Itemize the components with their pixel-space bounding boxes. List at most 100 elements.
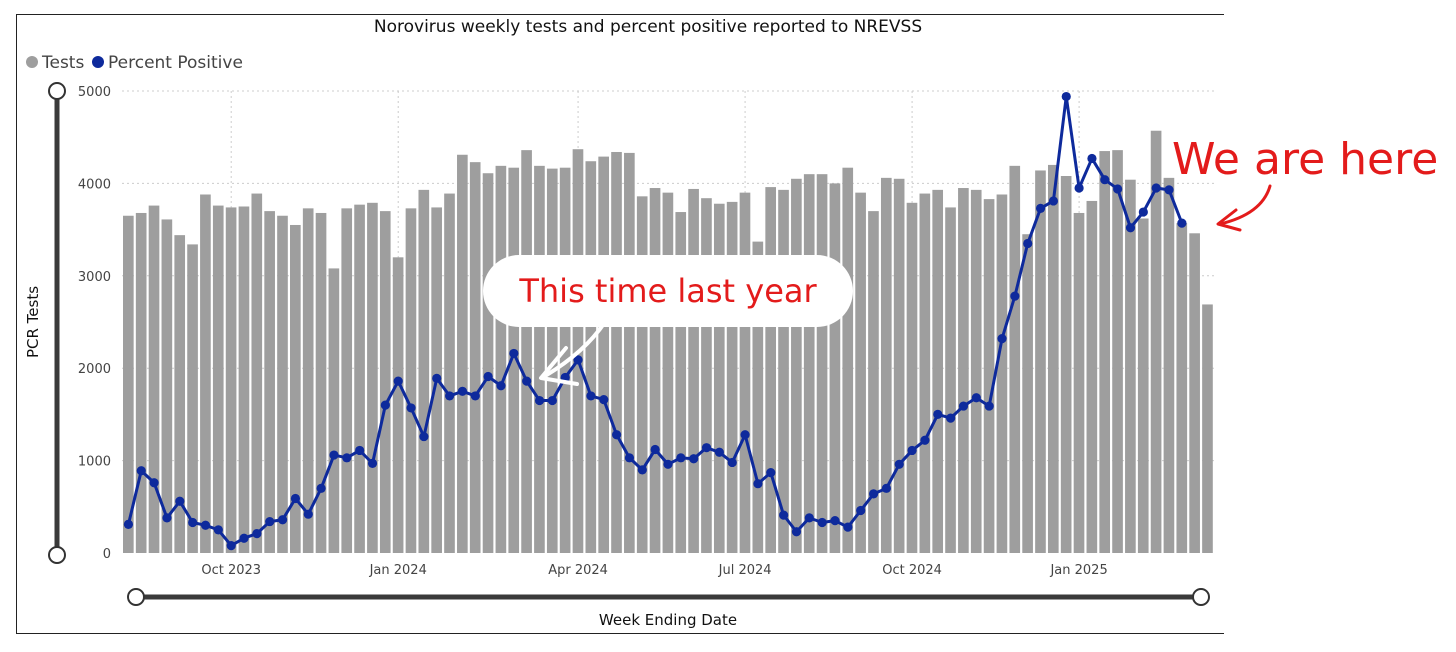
legend-percent-positive-label: Percent Positive: [108, 53, 243, 73]
percent-positive-point: [1151, 183, 1161, 193]
annotation-red-arrow: [1218, 184, 1272, 226]
percent-positive-point: [817, 517, 827, 528]
percent-positive-point: [766, 468, 776, 478]
tests-bar: [829, 183, 841, 553]
tests-bar: [1060, 176, 1072, 553]
percent-positive-point: [162, 513, 172, 523]
tests-bar: [855, 192, 866, 553]
annotation-we-are-here: We are here: [1172, 134, 1438, 232]
tests-bar: [315, 212, 327, 553]
tests-bar: [238, 206, 250, 553]
percent-positive-point: [213, 525, 223, 535]
y-tick-label: 1000: [78, 455, 111, 470]
percent-positive-point: [445, 391, 455, 401]
tests-bar: [1150, 130, 1162, 553]
horizontal-slider-right-handle[interactable]: [1192, 588, 1210, 606]
x-tick-label: Jan 2024: [369, 563, 427, 578]
percent-positive-point: [1177, 218, 1187, 228]
percent-positive-point: [509, 348, 519, 359]
percent-positive-point: [303, 509, 313, 519]
legend-tests-marker: [26, 56, 38, 68]
vertical-range-slider[interactable]: [48, 82, 66, 564]
percent-positive-point: [727, 457, 737, 468]
percent-positive-point: [1061, 91, 1071, 102]
tests-bar: [906, 202, 918, 553]
tests-bar: [893, 178, 905, 553]
percent-positive-point: [432, 373, 442, 383]
percent-positive-point: [740, 430, 750, 440]
y-tick-label: 2000: [78, 362, 111, 377]
tests-bar: [546, 168, 558, 553]
percent-positive-point: [946, 413, 956, 423]
percent-positive-point: [676, 453, 686, 463]
percent-positive-point: [599, 395, 609, 405]
tests-bar: [970, 189, 982, 554]
tests-bar: [1022, 234, 1033, 553]
percent-positive-point: [971, 393, 981, 403]
tests-bar: [341, 208, 353, 553]
horizontal-slider-left-handle[interactable]: [127, 588, 145, 606]
percent-positive-point: [406, 403, 416, 413]
tests-bar: [328, 268, 340, 553]
percent-positive-point: [252, 528, 262, 539]
tests-bar: [1137, 218, 1149, 553]
tests-bar: [200, 194, 211, 553]
percent-positive-point: [894, 459, 904, 469]
tests-bar: [778, 189, 789, 554]
legend: Tests Percent Positive: [26, 53, 243, 73]
annotation-red-arrowhead: [1216, 208, 1242, 232]
tests-bar: [251, 193, 263, 553]
tests-bar: [405, 208, 417, 553]
tests-bar: [649, 188, 661, 553]
vertical-slider-bottom-handle[interactable]: [48, 546, 66, 564]
percent-positive-point: [1035, 203, 1046, 213]
percent-positive-point: [239, 533, 249, 543]
tests-bar: [264, 211, 275, 553]
tests-bar: [534, 165, 545, 553]
tests-bar: [225, 207, 237, 553]
y-tick-labels: 0 1000 2000 3000 4000 5000: [78, 85, 111, 562]
tests-bar: [791, 178, 802, 553]
tests-bar: [983, 199, 995, 553]
percent-positive-point: [997, 334, 1007, 344]
percent-positive-point: [149, 478, 159, 488]
tests-bar: [367, 202, 378, 553]
tests-bar: [765, 187, 776, 553]
tests-bar: [1009, 165, 1021, 553]
tests-bar: [482, 173, 494, 553]
tests-bar: [880, 177, 892, 553]
vertical-slider-top-handle[interactable]: [48, 82, 66, 100]
chart-frame: [16, 14, 1224, 634]
percent-positive-point: [791, 527, 802, 537]
tests-bar: [521, 150, 532, 554]
percent-positive-point: [1048, 196, 1059, 206]
percent-positive-point: [355, 445, 365, 456]
tests-bar: [1125, 179, 1136, 554]
horizontal-range-slider[interactable]: [127, 588, 1210, 606]
percent-positive-point: [470, 391, 480, 401]
percent-positive-point: [573, 355, 583, 365]
percent-positive-point: [457, 386, 468, 396]
percent-positive-point: [984, 401, 994, 411]
tests-bar: [135, 212, 147, 553]
percent-positive-point: [1100, 175, 1110, 185]
tests-bar: [1086, 200, 1098, 553]
annotation-callout-box: [483, 255, 853, 327]
tests-bar: [379, 211, 391, 553]
percent-positive-point: [1010, 291, 1020, 301]
percent-positive-point: [496, 381, 506, 391]
percent-positive-point: [1125, 223, 1136, 233]
percent-positive-point: [534, 395, 545, 406]
percent-positive-point: [701, 443, 712, 453]
tests-bar: [277, 215, 288, 554]
tests-bar: [688, 188, 699, 553]
tests-bar: [624, 152, 635, 553]
percent-positive-point: [637, 465, 647, 475]
tests-bar: [726, 201, 738, 553]
tests-bar: [212, 205, 224, 554]
tests-bar: [752, 241, 764, 553]
y-axis-title: PCR Tests: [24, 286, 42, 358]
y-tick-label: 4000: [78, 177, 111, 192]
legend-percent-positive-marker: [92, 56, 104, 68]
